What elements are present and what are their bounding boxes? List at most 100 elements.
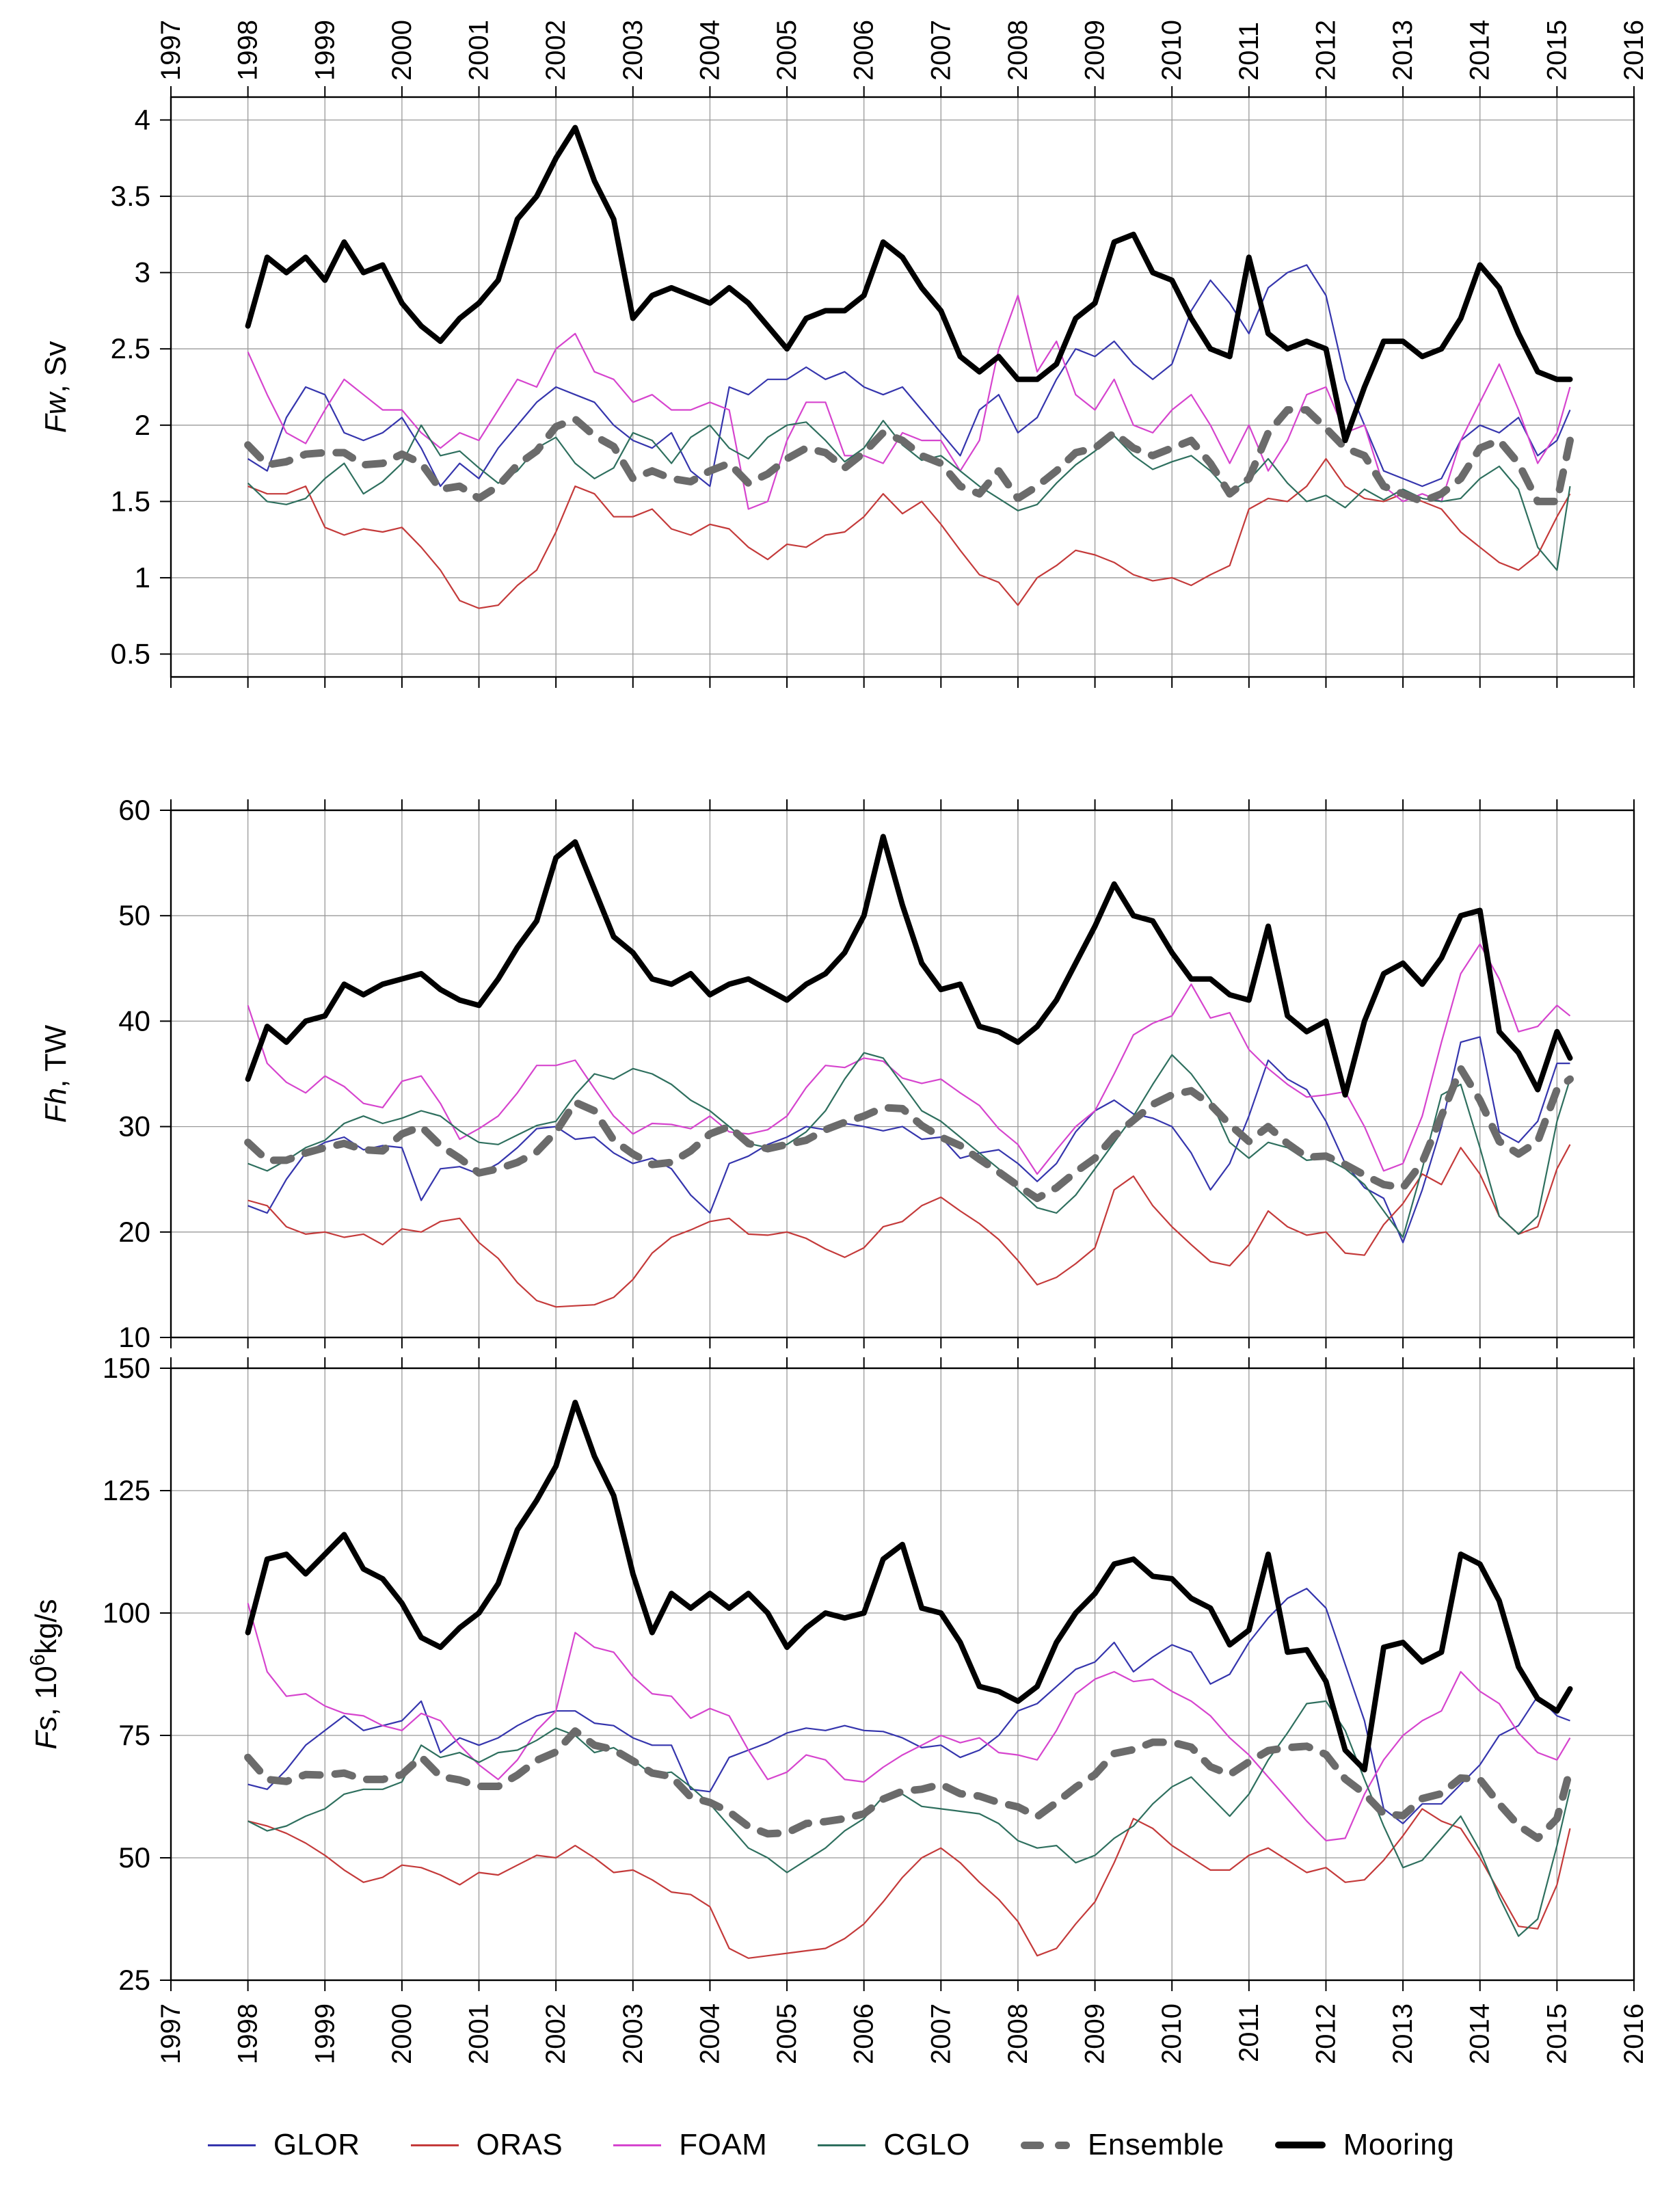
x-tick-label-bottom: 2010 xyxy=(1157,2003,1187,2064)
x-tick-label-top: 2012 xyxy=(1311,20,1341,81)
x-tick-label-top: 2006 xyxy=(849,20,879,81)
x-tick-label-top: 2007 xyxy=(926,20,956,81)
series-fs-cglo xyxy=(247,1700,1571,1937)
panel-fw-gridlines xyxy=(170,97,1635,677)
y-tick-label: 0.5 xyxy=(111,638,150,670)
legend: GLOR ORAS FOAM CGLO Ensemble Mooring xyxy=(0,2128,1662,2162)
legend-label: GLOR xyxy=(273,2128,360,2161)
legend-swatch-line xyxy=(207,2144,256,2146)
series-fw-oras xyxy=(247,457,1571,609)
x-tick-label-top: 2004 xyxy=(695,20,725,81)
series-fh-cglo xyxy=(247,1052,1571,1238)
x-tick-label-top: 2013 xyxy=(1388,20,1418,81)
x-tick-label-bottom: 2000 xyxy=(387,2003,417,2064)
y-tick-label: 30 xyxy=(118,1110,150,1143)
x-tick-label-top: 2001 xyxy=(464,20,494,81)
y-tick-label: 3.5 xyxy=(111,180,150,212)
x-tick-label-bottom: 2004 xyxy=(695,2003,725,2064)
y-tick-label: 20 xyxy=(118,1216,150,1248)
series-fw-glor xyxy=(247,264,1571,488)
legend-swatch-dashed xyxy=(1021,2141,1071,2149)
x-tick-label-top: 2014 xyxy=(1465,20,1495,81)
legend-item-glor: GLOR xyxy=(207,2128,360,2162)
legend-swatch-line xyxy=(613,2144,662,2146)
panel-fh-series xyxy=(244,834,1574,1308)
panel-fh-axis-title: Fh, TW xyxy=(39,1024,72,1123)
y-tick-label: 4 xyxy=(135,103,150,135)
y-tick-label: 25 xyxy=(118,1964,150,1996)
series-fh-foam xyxy=(247,943,1571,1175)
x-tick-label-top: 2015 xyxy=(1542,20,1572,81)
x-tick-label-top: 1997 xyxy=(156,20,186,81)
x-tick-label-bottom: 2006 xyxy=(849,2003,879,2064)
x-tick-label-bottom: 2007 xyxy=(926,2003,956,2064)
series-fh-oras xyxy=(247,1144,1571,1308)
legend-swatch-thick-line xyxy=(1274,2142,1326,2148)
series-fw-foam xyxy=(247,295,1571,510)
legend-item-ensemble: Ensemble xyxy=(1021,2128,1224,2162)
series-fs-glor xyxy=(247,1588,1570,1824)
legend-label: FOAM xyxy=(679,2128,768,2161)
y-tick-label: 100 xyxy=(103,1597,150,1629)
panel-fw-ticks xyxy=(160,86,1635,688)
y-tick-label: 2.5 xyxy=(111,332,150,364)
y-tick-label: 50 xyxy=(118,1841,150,1874)
legend-swatch-line xyxy=(410,2144,459,2146)
panel-fs-series xyxy=(244,1400,1574,1959)
panel-fh-ticks xyxy=(160,799,1635,1348)
x-tick-label-top: 2011 xyxy=(1234,22,1264,81)
series-fs-foam xyxy=(247,1603,1571,1841)
x-tick-label-top: 2010 xyxy=(1157,20,1187,81)
x-tick-label-bottom: 2013 xyxy=(1388,2003,1418,2064)
x-tick-label-bottom: 1998 xyxy=(233,2003,263,2064)
dash-segment xyxy=(1021,2141,1045,2149)
y-tick-label: 50 xyxy=(118,899,150,931)
x-tick-label-bottom: 2005 xyxy=(772,2003,802,2064)
x-tick-label-top: 2003 xyxy=(618,20,648,81)
series-fs-ensemble xyxy=(244,1727,1574,1842)
y-tick-label: 150 xyxy=(103,1352,150,1384)
panel-fs-border xyxy=(170,1367,1635,1982)
panel-fs-axis-title: Fs, 106kg/s xyxy=(25,1599,64,1749)
series-fs-oras xyxy=(247,1808,1571,1959)
y-tick-label: 75 xyxy=(118,1719,150,1751)
legend-label: Ensemble xyxy=(1088,2128,1224,2161)
x-tick-label-top: 2002 xyxy=(541,20,571,81)
panel-fw-border xyxy=(170,96,1635,678)
series-fh-ensemble xyxy=(244,1065,1574,1202)
x-tick-label-bottom: 2016 xyxy=(1619,2003,1649,2064)
x-tick-label-bottom: 2012 xyxy=(1311,2003,1341,2064)
x-tick-label-top: 2000 xyxy=(387,20,417,81)
panel-fh-gridlines xyxy=(170,810,1635,1338)
panel-fs-gridlines xyxy=(170,1368,1635,1981)
series-fw-cglo xyxy=(247,420,1571,571)
x-tick-label-bottom: 1999 xyxy=(310,2003,340,2064)
x-tick-label-bottom: 2008 xyxy=(1003,2003,1033,2064)
y-tick-label: 2 xyxy=(135,409,150,441)
legend-label: ORAS xyxy=(476,2128,563,2161)
x-tick-label-top: 1998 xyxy=(233,20,263,81)
x-tick-label-bottom: 1997 xyxy=(156,2003,186,2064)
panel-fh-border xyxy=(170,809,1635,1339)
x-tick-label-top: 2016 xyxy=(1619,20,1649,81)
x-tick-label-bottom: 2014 xyxy=(1465,2003,1495,2064)
x-tick-label-bottom: 2011 xyxy=(1234,2003,1264,2062)
legend-item-foam: FOAM xyxy=(613,2128,767,2162)
x-tick-label-bottom: 2001 xyxy=(464,2003,494,2064)
y-tick-label: 10 xyxy=(118,1321,150,1353)
legend-item-oras: ORAS xyxy=(410,2128,563,2162)
y-tick-label: 1 xyxy=(135,561,150,594)
series-fh-mooring xyxy=(245,834,1573,1098)
x-tick-label-top: 2009 xyxy=(1080,20,1110,81)
legend-label: Mooring xyxy=(1343,2128,1455,2161)
dash-segment xyxy=(1055,2141,1071,2149)
series-fs-mooring xyxy=(245,1400,1573,1773)
series-fw-mooring xyxy=(245,124,1573,444)
y-tick-label: 125 xyxy=(103,1474,150,1506)
y-tick-label: 40 xyxy=(118,1004,150,1037)
y-tick-label: 60 xyxy=(118,794,150,826)
legend-item-mooring: Mooring xyxy=(1274,2128,1455,2162)
panel-fs-ticks xyxy=(160,1357,1635,1991)
